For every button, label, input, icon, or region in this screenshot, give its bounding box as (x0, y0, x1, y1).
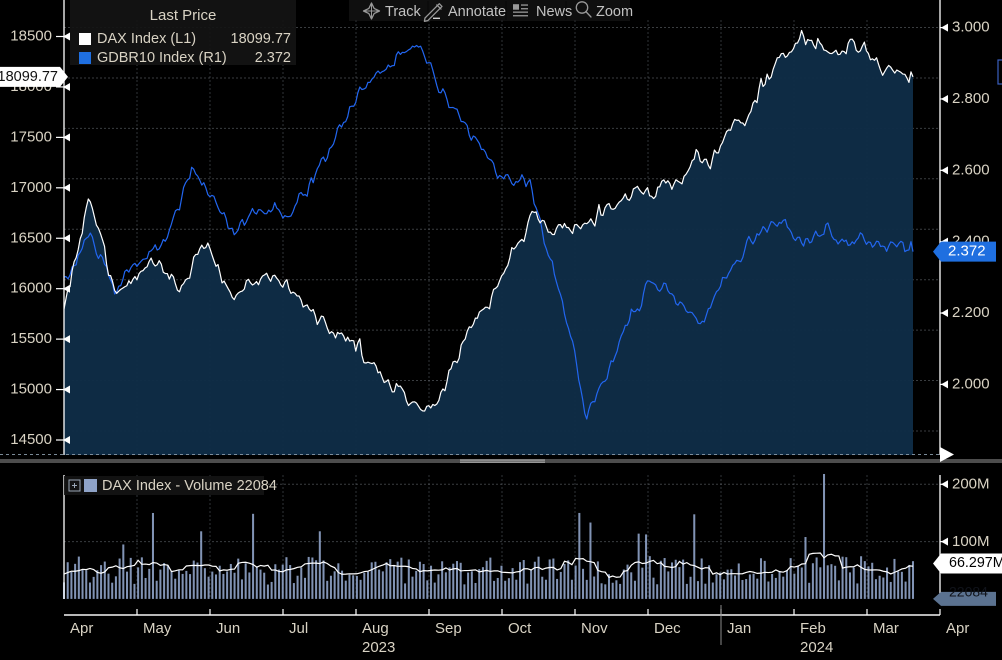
svg-text:2.600: 2.600 (952, 161, 990, 178)
svg-text:Jul: Jul (289, 620, 308, 637)
svg-text:GDBR10 Index (R1): GDBR10 Index (R1) (97, 50, 227, 66)
svg-text:2024: 2024 (800, 639, 833, 656)
svg-text:News: News (536, 4, 572, 20)
svg-text:2.200: 2.200 (952, 304, 990, 321)
svg-text:15500: 15500 (10, 330, 52, 347)
svg-text:Apr: Apr (70, 620, 93, 637)
svg-text:Jun: Jun (216, 620, 240, 637)
svg-text:DAX Index - Volume 22084: DAX Index - Volume 22084 (102, 478, 277, 494)
svg-text:Last Price: Last Price (150, 7, 217, 24)
svg-text:200M: 200M (952, 476, 990, 493)
svg-text:Zoom: Zoom (596, 4, 633, 20)
svg-text:18500: 18500 (10, 28, 52, 45)
svg-text:Track: Track (385, 4, 421, 20)
svg-text:Annotate: Annotate (448, 4, 506, 20)
svg-text:Sep: Sep (435, 620, 462, 637)
svg-text:May: May (143, 620, 172, 637)
svg-text:16500: 16500 (10, 229, 52, 246)
svg-text:22084: 22084 (949, 584, 988, 600)
svg-text:Dec: Dec (654, 620, 681, 637)
svg-text:15000: 15000 (10, 381, 52, 398)
svg-text:Nov: Nov (581, 620, 608, 637)
svg-text:Apr: Apr (946, 620, 969, 637)
svg-text:Mar: Mar (873, 620, 899, 637)
svg-text:18099.77: 18099.77 (231, 31, 291, 47)
svg-text:18099.77: 18099.77 (0, 69, 58, 85)
svg-text:Feb: Feb (800, 620, 826, 637)
svg-text:2.372: 2.372 (255, 50, 291, 66)
svg-text:2.000: 2.000 (952, 375, 990, 392)
svg-text:17000: 17000 (10, 179, 52, 196)
svg-text:16000: 16000 (10, 280, 52, 297)
svg-text:66.297M: 66.297M (949, 555, 1002, 571)
svg-text:3.000: 3.000 (952, 19, 990, 36)
svg-text:Oct: Oct (508, 620, 532, 637)
svg-text:DAX Index (L1): DAX Index (L1) (97, 31, 196, 47)
svg-text:Jan: Jan (727, 620, 751, 637)
svg-text:17500: 17500 (10, 128, 52, 145)
svg-text:2.800: 2.800 (952, 90, 990, 107)
svg-text:100M: 100M (952, 533, 990, 550)
svg-text:Aug: Aug (362, 620, 389, 637)
svg-text:2023: 2023 (362, 639, 395, 656)
svg-text:2.372: 2.372 (948, 243, 986, 260)
svg-text:14500: 14500 (10, 431, 52, 448)
